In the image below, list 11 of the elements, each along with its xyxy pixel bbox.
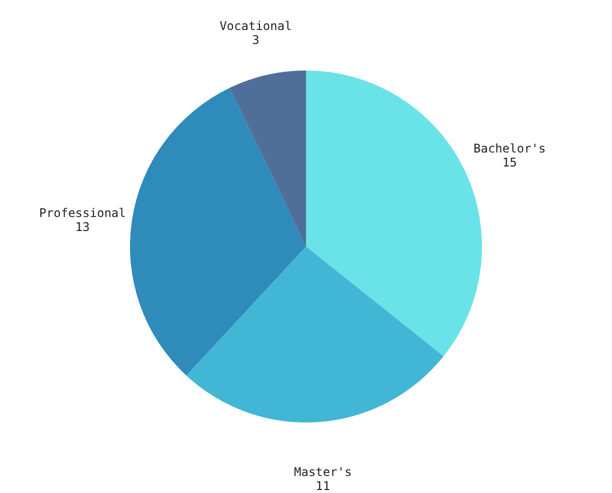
- slice-label: Vocational: [220, 19, 292, 34]
- pie-slice: [186, 246, 444, 422]
- data-label: 11: [316, 478, 330, 493]
- slice-label: Professional: [39, 206, 126, 220]
- slice-label: Bachelor's: [473, 141, 546, 156]
- pie-slice: [230, 70, 306, 246]
- data-label: 3: [252, 33, 260, 48]
- slice-label: Master's: [294, 464, 352, 479]
- pie-slice: [130, 88, 306, 376]
- data-label: 13: [75, 220, 90, 234]
- data-label: 15: [502, 155, 517, 170]
